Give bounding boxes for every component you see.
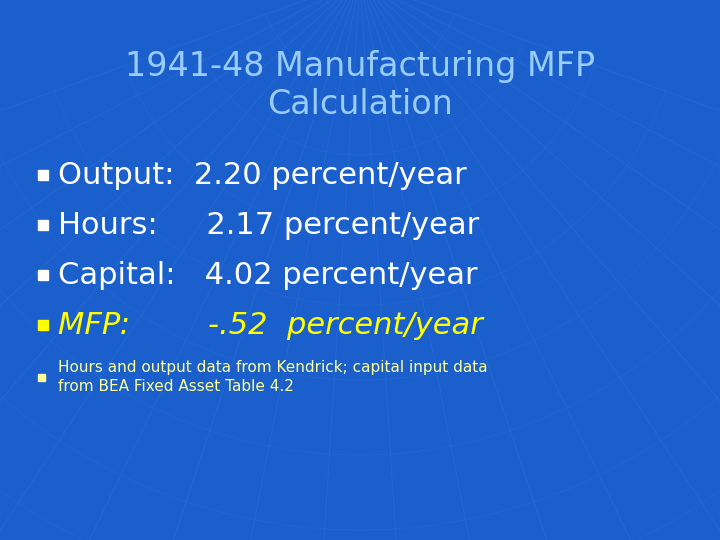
Bar: [38, 170, 48, 180]
Text: Hours and output data from Kendrick; capital input data
from BEA Fixed Asset Tab: Hours and output data from Kendrick; cap…: [58, 360, 487, 394]
Bar: [38, 220, 48, 230]
Text: Output:  2.20 percent/year: Output: 2.20 percent/year: [58, 160, 467, 190]
Bar: [38, 374, 45, 381]
Text: Capital:   4.02 percent/year: Capital: 4.02 percent/year: [58, 260, 477, 289]
Text: Hours:     2.17 percent/year: Hours: 2.17 percent/year: [58, 211, 480, 240]
Text: 1941-48 Manufacturing MFP
Calculation: 1941-48 Manufacturing MFP Calculation: [125, 50, 595, 121]
Bar: [38, 270, 48, 280]
Text: MFP:        -.52  percent/year: MFP: -.52 percent/year: [58, 310, 482, 340]
Bar: [38, 320, 48, 330]
